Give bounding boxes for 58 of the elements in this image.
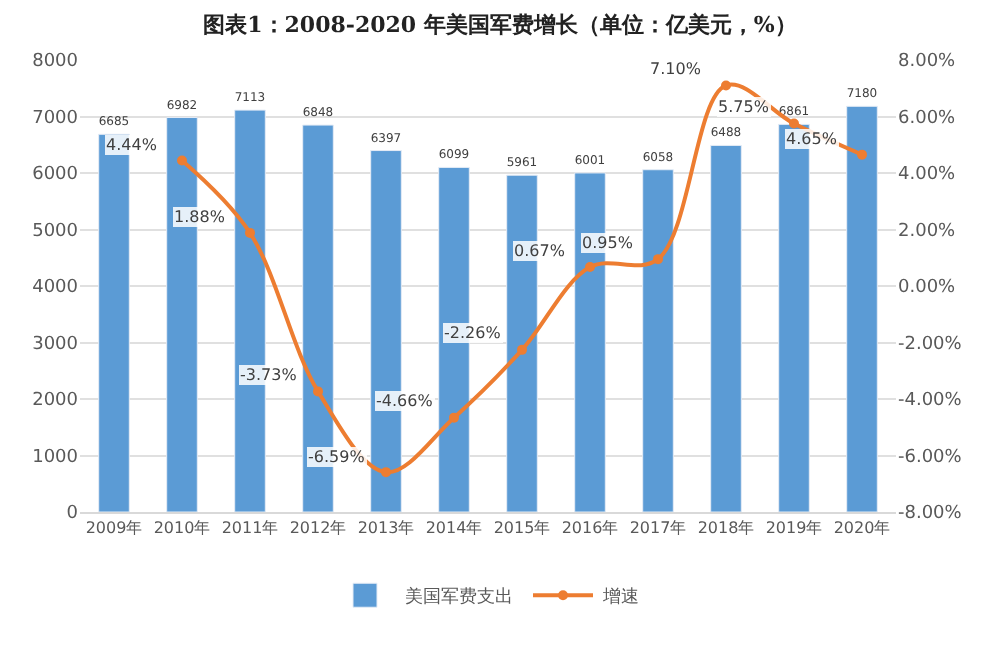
bar: [710, 144, 742, 512]
data-label: 1.88%: [174, 208, 226, 226]
point: [517, 344, 527, 355]
data-label: 4.65%: [786, 130, 838, 148]
point: [653, 254, 663, 265]
y2-tick-label: 4.00%: [898, 165, 957, 186]
y-tick-label: 4000: [32, 278, 79, 299]
y-tick-label: 5000: [32, 221, 79, 242]
x-tick-label: 2020年: [833, 519, 891, 538]
y2-tick-label: 0.00%: [898, 278, 957, 299]
y2-tick-label: 8.00%: [898, 52, 957, 73]
data-label: 7.10%: [650, 60, 702, 78]
x-tick-label: 2012年: [289, 519, 347, 538]
point: [789, 118, 799, 129]
data-label: -3.73%: [240, 366, 298, 384]
y-tick-label: 7000: [32, 108, 79, 129]
point: [857, 149, 867, 160]
x-tick-label: 2018年: [697, 519, 755, 538]
y-tick-label: 6000: [32, 165, 79, 186]
legend-label: 增速: [601, 586, 639, 609]
y2-tick-label: -8.00%: [898, 504, 963, 525]
y2-tick-label: -4.00%: [898, 391, 963, 412]
x-tick-label: 2016年: [561, 519, 619, 538]
point: [177, 155, 187, 166]
point: [313, 386, 323, 397]
x-tick-label: 2019年: [765, 519, 823, 538]
y-tick-label: 1000: [32, 447, 79, 468]
y2-tick-label: -6.00%: [898, 447, 963, 468]
point: [449, 412, 459, 423]
y-tick-label: 2000: [32, 391, 79, 412]
x-tick-label: 2017年: [629, 519, 687, 538]
point: [721, 80, 731, 91]
y-tick-label: 8000: [32, 52, 79, 73]
bar: [846, 105, 878, 512]
y2-tick-label: 6.00%: [898, 108, 957, 129]
data-label: 4.44%: [106, 136, 158, 154]
data-label: -4.66%: [376, 392, 434, 410]
data-label: -2.26%: [444, 324, 502, 342]
x-tick-label: 2015年: [493, 519, 551, 538]
x-tick-label: 2010年: [153, 519, 211, 538]
y2-tick-label: 2.00%: [898, 221, 957, 242]
x-tick-label: 2014年: [425, 519, 483, 538]
y2-tick-label: -2.00%: [898, 334, 963, 355]
point: [381, 467, 391, 478]
x-tick-label: 2011年: [221, 519, 279, 538]
data-label: 5.75%: [718, 98, 770, 116]
data-label: 0.95%: [582, 234, 634, 252]
legend-label: 美国军费支出: [405, 586, 513, 609]
x-tick-label: 2009年: [85, 519, 143, 538]
data-label: -6.59%: [308, 448, 366, 466]
data-label: 0.67%: [514, 242, 566, 260]
point: [585, 262, 595, 273]
y-tick-label: 0: [66, 504, 79, 525]
x-tick-label: 2013年: [357, 519, 415, 538]
bar: [642, 169, 674, 512]
y-tick-label: 3000: [32, 334, 79, 355]
point: [245, 227, 255, 238]
chart-title: 图表1：2008-2020 年美国军费增长（单位：亿美元，%）: [203, 11, 797, 38]
